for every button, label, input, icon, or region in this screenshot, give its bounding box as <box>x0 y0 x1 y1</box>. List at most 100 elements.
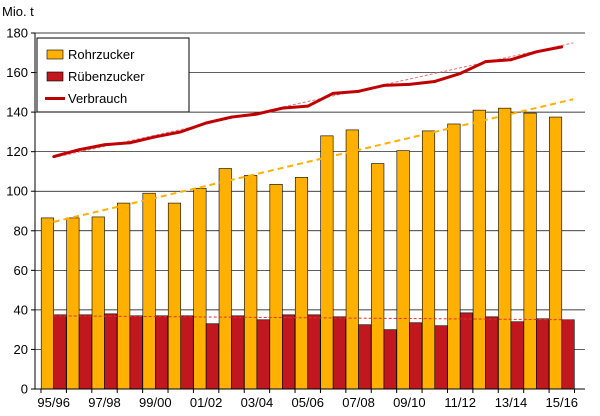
bar-ruebenzucker-17 <box>485 316 499 390</box>
bar-rohrzucker-10 <box>294 177 309 390</box>
bar-rohrzucker-17 <box>472 109 486 390</box>
bar-rohrzucker-18 <box>498 107 512 390</box>
bar-ruebenzucker-20 <box>561 319 575 390</box>
point-verbrauch-19 <box>534 50 538 54</box>
bar-rohrzucker-16 <box>447 123 461 390</box>
bar-ruebenzucker-16 <box>459 312 473 390</box>
bar-ruebenzucker-14 <box>409 322 423 390</box>
bar-ruebenzucker-0 <box>53 314 67 390</box>
x-tick-label-6: 01/02 <box>190 395 223 410</box>
bar-rohrzucker-20 <box>548 116 563 390</box>
bar-ruebenzucker-1 <box>78 314 92 390</box>
x-tick-labels: 95/96 97/98 99/00 01/02 03/04 05/06 07/08 09/10… <box>37 395 578 410</box>
x-tick-label-16: 11/12 <box>444 395 476 410</box>
point-verbrauch-4 <box>153 135 157 139</box>
point-verbrauch-17 <box>484 60 487 64</box>
trendline-ruebenzucker <box>53 315 574 321</box>
point-verbrauch-6 <box>204 121 208 125</box>
bar-ruebenzucker-9 <box>282 314 296 390</box>
x-tick-label-0: 95/96 <box>37 395 70 410</box>
point-verbrauch-5 <box>179 130 183 134</box>
trendlines <box>53 42 574 321</box>
bar-rohrzucker-4 <box>142 192 156 390</box>
legend-swatch-ruebenzucker <box>46 71 64 82</box>
bar-rohrzucker-13 <box>371 163 385 390</box>
point-verbrauch-8 <box>255 112 259 116</box>
bar-rohrzucker-9 <box>269 184 283 390</box>
y-tick-label-100: 100 <box>6 184 28 199</box>
point-verbrauch-18 <box>509 58 513 62</box>
point-verbrauch-10 <box>306 104 310 108</box>
bar-rohrzucker-5 <box>167 202 182 390</box>
point-verbrauch-12 <box>357 89 360 93</box>
bar-rohrzucker-14 <box>396 150 410 390</box>
bar-ruebenzucker-18 <box>510 321 524 390</box>
bar-rohrzucker-1 <box>66 217 80 390</box>
legend: Rohrzucker Rübenzucker Verbrauch <box>36 37 190 113</box>
trendline-verbrauch <box>53 42 574 159</box>
y-tick-label-140: 140 <box>6 105 28 120</box>
x-tick-label-14: 09/10 <box>393 395 426 410</box>
bar-rohrzucker-3 <box>117 202 131 390</box>
point-verbrauch-14 <box>407 83 411 86</box>
bar-ruebenzucker-7 <box>231 315 245 390</box>
point-verbrauch-3 <box>128 141 132 145</box>
consumption-line <box>52 45 564 159</box>
bar-rohrzucker-0 <box>40 217 55 390</box>
axes <box>31 32 585 393</box>
x-tick-label-2: 97/98 <box>88 395 121 410</box>
legend-label-verbrauch: Verbrauch <box>68 91 127 106</box>
legend-label-ruebenzucker: Rübenzucker <box>68 69 145 84</box>
x-tick-label-18: 13/14 <box>495 395 528 410</box>
point-verbrauch-16 <box>458 72 462 75</box>
bar-ruebenzucker-15 <box>434 325 448 390</box>
bar-rohrzucker-11 <box>320 135 334 390</box>
bar-rohrzucker-12 <box>345 129 359 390</box>
bar-ruebenzucker-2 <box>104 313 118 390</box>
trendline-rohrzucker <box>53 98 574 223</box>
bar-rohrzucker-15 <box>421 130 436 390</box>
legend-label-rohrzucker: Rohrzucker <box>68 47 135 62</box>
bar-ruebenzucker-12 <box>358 324 372 390</box>
bar-rohrzucker-7 <box>218 168 232 390</box>
bar-ruebenzucker-8 <box>256 319 270 390</box>
bar-rohrzucker-2 <box>91 216 105 390</box>
bar-ruebenzucker-11 <box>332 316 346 390</box>
bar-rohrzucker-8 <box>244 175 258 390</box>
point-verbrauch-7 <box>230 115 233 119</box>
y-tick-label-60: 60 <box>14 263 28 278</box>
bar-ruebenzucker-6 <box>205 323 219 390</box>
point-verbrauch-0 <box>52 155 56 159</box>
bar-ruebenzucker-10 <box>307 314 321 390</box>
y-tick-label-80: 80 <box>14 223 28 238</box>
y-unit-label: Mio. t <box>2 4 34 19</box>
point-verbrauch-20 <box>560 45 564 49</box>
y-tick-label-160: 160 <box>6 65 28 80</box>
y-tick-labels: 0 20 40 60 80 100 120 140 160 180 <box>6 26 28 397</box>
y-tick-label-180: 180 <box>6 26 28 41</box>
legend-swatch-rohrzucker <box>46 49 64 60</box>
point-verbrauch-2 <box>103 143 106 147</box>
point-verbrauch-15 <box>433 80 437 83</box>
bar-rohrzucker-6 <box>193 187 207 390</box>
y-tick-label-0: 0 <box>21 382 28 397</box>
bar-ruebenzucker-5 <box>180 315 194 390</box>
bar-rohrzucker-19 <box>523 112 537 390</box>
point-verbrauch-11 <box>331 91 335 95</box>
x-tick-label-20: 15/16 <box>546 395 579 410</box>
y-tick-label-20: 20 <box>14 342 28 357</box>
x-tick-label-8: 03/04 <box>241 395 274 410</box>
bar-ruebenzucker-19 <box>536 318 550 390</box>
point-verbrauch-9 <box>280 106 284 110</box>
bar-ruebenzucker-13 <box>383 329 397 390</box>
bar-ruebenzucker-3 <box>129 315 143 390</box>
x-tick-label-4: 99/00 <box>139 395 172 410</box>
point-verbrauch-13 <box>382 84 386 87</box>
x-tick-label-12: 07/08 <box>342 395 375 410</box>
y-tick-label-40: 40 <box>14 302 28 317</box>
x-tick-label-10: 05/06 <box>291 395 324 410</box>
bar-ruebenzucker-4 <box>155 315 169 390</box>
point-verbrauch-1 <box>77 148 81 152</box>
y-tick-label-120: 120 <box>6 144 28 159</box>
